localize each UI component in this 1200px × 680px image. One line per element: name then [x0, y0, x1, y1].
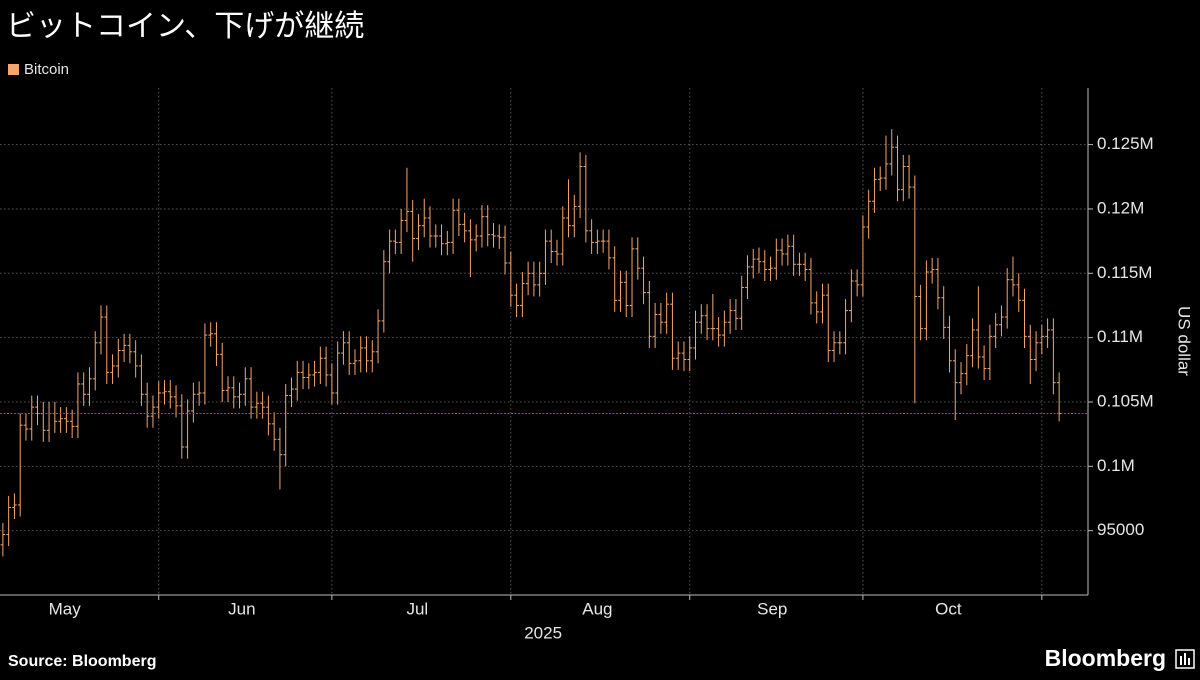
y-tick-label: 0.11M: [1097, 327, 1143, 346]
brand-icon-bar: [1184, 653, 1186, 665]
source: Source: Bloomberg: [8, 653, 156, 670]
legend-label: Bitcoin: [24, 61, 69, 78]
x-tick-label: Jun: [228, 599, 255, 618]
x-tick-label: Sep: [757, 599, 787, 618]
series-bitcoin: [0, 129, 1062, 557]
x-tick-label: Oct: [935, 599, 962, 618]
x-tick-label: Aug: [582, 599, 612, 618]
y-tick-label: 0.1M: [1097, 456, 1135, 475]
y-axis-title: US dollar: [1175, 306, 1194, 376]
y-tick-label: 95000: [1097, 520, 1144, 539]
legend-swatch: [8, 64, 19, 75]
x-axis-title: 2025: [524, 623, 562, 642]
legend: Bitcoin: [8, 61, 69, 78]
brand-icon: [1175, 649, 1195, 669]
brand-icon-box: [1175, 649, 1195, 669]
brand-icon-bar: [1180, 656, 1182, 665]
x-tick-label: May: [49, 599, 82, 618]
y-tick-label: 0.115M: [1097, 263, 1152, 282]
brand-icon-bar: [1188, 658, 1190, 665]
y-tick-label: 0.12M: [1097, 198, 1144, 217]
y-tick-label: 0.105M: [1097, 391, 1154, 410]
x-tick-label: Jul: [406, 599, 428, 618]
brand: Bloomberg: [1045, 645, 1166, 671]
y-tick-label: 0.125M: [1097, 134, 1154, 153]
chart-title: ビットコイン、下げが継続: [6, 10, 364, 43]
